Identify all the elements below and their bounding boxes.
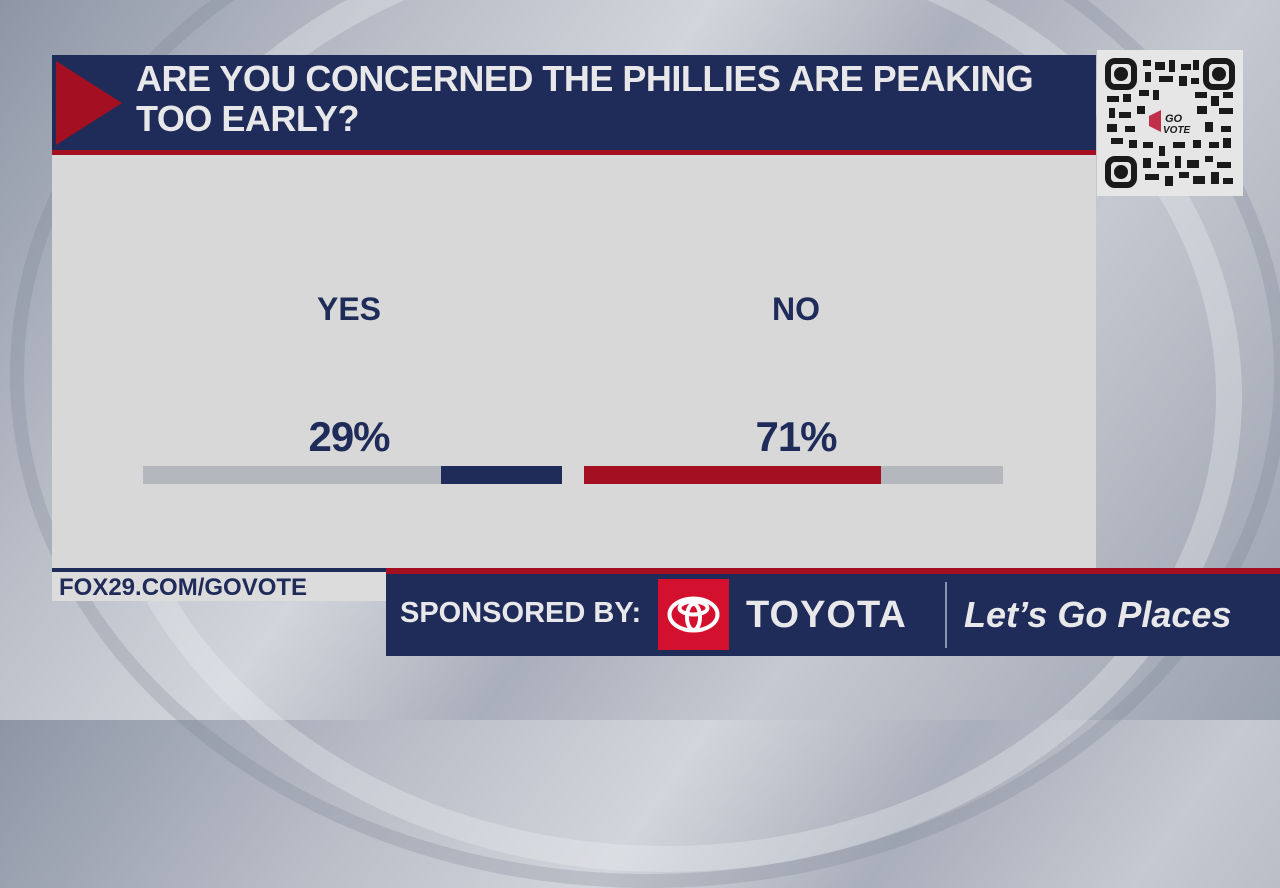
result-bar-yes xyxy=(143,466,562,484)
sponsor-tagline: Let’s Go Places xyxy=(964,594,1232,635)
sponsor-bar: SPONSORED BY: TOYOTA Let’s Go Places xyxy=(386,568,1280,656)
qr-code-graphic: GO VOTE xyxy=(1097,50,1243,196)
sponsor-brand: TOYOTA xyxy=(746,594,907,636)
result-bar-no xyxy=(584,466,1003,484)
footer-divider xyxy=(52,568,386,572)
result-bar-fill-yes xyxy=(440,466,562,484)
result-bar-fill-no xyxy=(584,466,882,484)
qr-code-icon[interactable]: GO VOTE xyxy=(1097,50,1243,196)
option-percent-no: 71% xyxy=(755,413,837,460)
toyota-logo-icon xyxy=(658,579,729,650)
option-percent-yes: 29% xyxy=(308,413,390,460)
svg-text:VOTE: VOTE xyxy=(1163,125,1191,136)
poll-panel: ARE YOU CONCERNED THE PHILLIES ARE PEAKI… xyxy=(52,55,1096,568)
vote-url[interactable]: FOX29.COM/GOVOTE xyxy=(59,574,308,601)
sponsor-label: SPONSORED BY: xyxy=(400,597,642,629)
poll-header: ARE YOU CONCERNED THE PHILLIES ARE PEAKI… xyxy=(52,55,1096,155)
option-label-yes: YES xyxy=(316,291,382,327)
svg-text:GO: GO xyxy=(1165,113,1183,125)
option-label-no: NO xyxy=(772,291,820,327)
sponsor-divider xyxy=(945,582,947,648)
url-banner: FOX29.COM/GOVOTE xyxy=(52,572,386,601)
poll-question: ARE YOU CONCERNED THE PHILLIES ARE PEAKI… xyxy=(136,58,1034,139)
play-triangle-icon xyxy=(56,61,122,145)
